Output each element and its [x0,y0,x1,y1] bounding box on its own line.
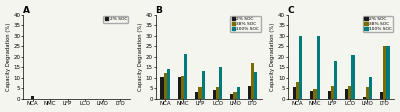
Bar [348,86,352,99]
Bar [314,89,316,99]
Bar [299,36,302,99]
Bar [328,91,331,99]
Bar [195,92,198,99]
Bar [331,86,334,99]
Bar [363,97,366,99]
Bar [160,77,164,99]
Bar [369,77,372,99]
Bar [380,92,383,99]
Bar [198,87,202,99]
Bar [334,61,337,99]
Bar [352,55,355,99]
Bar [233,92,236,99]
Y-axis label: Capacity Degradation (%): Capacity Degradation (%) [138,23,143,91]
Bar [248,86,251,99]
Bar [254,72,257,99]
Bar [184,54,187,99]
Bar [31,96,34,99]
Bar [216,87,219,99]
Legend: 2% SOC: 2% SOC [103,16,128,23]
Bar [202,71,205,99]
Legend: 2% SOC, 38% SOC, 100% SOC: 2% SOC, 38% SOC, 100% SOC [363,16,393,32]
Bar [293,87,296,99]
Bar [345,89,348,99]
Text: A: A [23,6,30,15]
Y-axis label: Capacity Degradation (%): Capacity Degradation (%) [270,23,275,91]
Bar [316,36,320,99]
Bar [219,67,222,99]
Y-axis label: Capacity Degradation (%): Capacity Degradation (%) [6,23,10,91]
Bar [366,87,369,99]
Bar [236,87,240,99]
Bar [213,90,216,99]
Bar [167,69,170,99]
Bar [164,73,167,99]
Text: B: B [156,6,162,15]
Bar [230,94,233,99]
Legend: 2% SOC, 38% SOC, 100% SOC: 2% SOC, 38% SOC, 100% SOC [230,16,261,32]
Bar [181,76,184,99]
Bar [178,77,181,99]
Bar [251,63,254,99]
Bar [386,46,390,99]
Bar [296,82,299,99]
Text: C: C [288,6,294,15]
Bar [383,46,386,99]
Bar [310,91,314,99]
